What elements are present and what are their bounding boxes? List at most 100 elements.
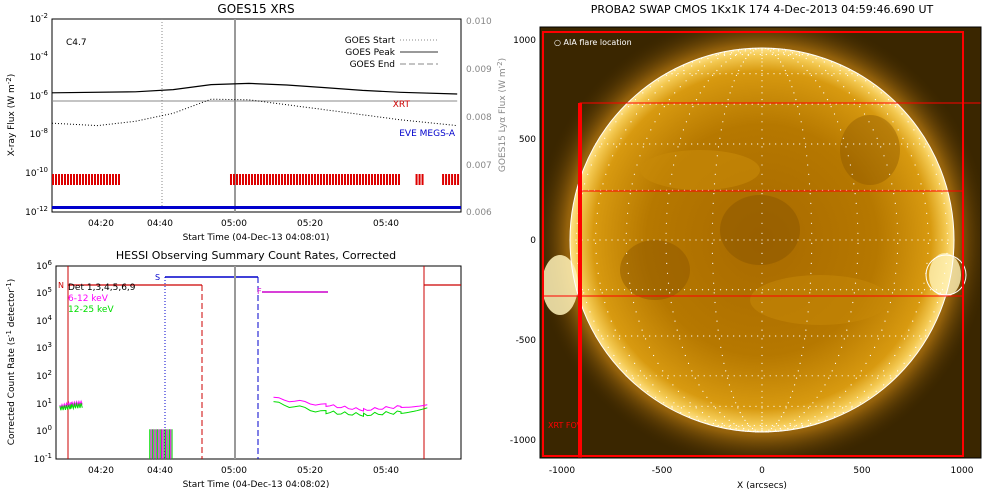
grid-dot xyxy=(635,113,638,115)
grid-dot xyxy=(703,375,705,377)
grid-dot xyxy=(896,222,898,224)
grid-dot xyxy=(715,311,717,313)
grid-dot xyxy=(643,375,645,377)
grid-dot xyxy=(814,416,816,418)
goes-xtick: 05:20 xyxy=(297,219,323,229)
grid-dot xyxy=(839,405,841,407)
hessi-xtick: 05:00 xyxy=(221,466,247,476)
grid-dot xyxy=(792,390,794,392)
grid-dot xyxy=(671,405,673,407)
goes-ytick: 10-12 xyxy=(25,205,48,218)
grid-dot xyxy=(726,377,729,379)
grid-dot xyxy=(894,106,897,108)
grid-dot xyxy=(811,252,813,254)
xrt-coverage-tick xyxy=(271,174,274,185)
grid-dot xyxy=(721,335,723,337)
grid-dot xyxy=(576,242,578,244)
grid-dot xyxy=(907,335,909,337)
grid-dot xyxy=(794,384,796,386)
grid-dot xyxy=(714,173,716,175)
grid-dot xyxy=(874,99,877,101)
grid-dot xyxy=(793,335,795,337)
grid-dot xyxy=(677,405,679,407)
grid-dot xyxy=(683,396,685,398)
grid-dot xyxy=(833,402,835,404)
grid-dot xyxy=(665,74,668,76)
grid-dot xyxy=(838,354,840,357)
grid-dot xyxy=(679,103,681,105)
grid-dot xyxy=(761,183,763,185)
xrt-coverage-tick xyxy=(112,174,114,185)
grid-dot xyxy=(684,354,686,357)
grid-dot xyxy=(830,106,832,108)
grid-dot xyxy=(626,262,628,264)
sun-limb-bright xyxy=(929,253,961,297)
grid-dot xyxy=(608,164,610,166)
grid-dot xyxy=(576,252,578,254)
grid-dot xyxy=(880,146,882,148)
grid-dot xyxy=(599,289,602,291)
grid-dot xyxy=(691,375,693,377)
grid-dot xyxy=(840,129,842,131)
grid-dot xyxy=(797,73,799,75)
grid-dot xyxy=(654,121,656,123)
grid-dot xyxy=(629,193,631,195)
grid-dot xyxy=(837,121,839,123)
grid-dot xyxy=(715,103,717,105)
grid-dot xyxy=(683,239,685,241)
grid-dot xyxy=(685,375,687,377)
grid-dot xyxy=(674,320,676,322)
xrt-coverage-tick xyxy=(244,174,247,185)
grid-dot xyxy=(655,396,657,398)
grid-dot xyxy=(661,103,663,105)
grid-dot xyxy=(773,425,775,427)
goes-y2tick: 0.006 xyxy=(466,208,492,218)
grid-dot xyxy=(730,52,733,54)
grid-dot xyxy=(727,375,729,377)
grid-dot xyxy=(857,232,859,234)
grid-dot xyxy=(725,73,727,75)
grid-dot xyxy=(829,335,831,337)
xrt-coverage-tick xyxy=(415,174,418,185)
grid-dot xyxy=(701,73,703,75)
grid-dot xyxy=(847,375,849,377)
grid-dot xyxy=(691,143,693,145)
grid-dot xyxy=(629,289,632,291)
xrt-coverage-tick xyxy=(385,174,388,185)
grid-dot xyxy=(689,73,691,75)
grid-dot xyxy=(807,419,810,421)
xrt-coverage-tick xyxy=(73,174,75,185)
grid-dot xyxy=(653,289,656,291)
grid-dot xyxy=(761,419,763,421)
grid-dot xyxy=(695,405,697,407)
grid-dot xyxy=(583,292,585,294)
grid-dot xyxy=(673,335,675,337)
grid-dot xyxy=(605,173,607,175)
swap-ytick: 1000 xyxy=(513,36,536,46)
grid-dot xyxy=(876,137,878,139)
grid-dot xyxy=(761,121,763,123)
grid-dot xyxy=(697,143,699,145)
grid-dot xyxy=(827,405,829,407)
grid-dot xyxy=(806,69,808,72)
goes-y2tick: 0.008 xyxy=(466,113,492,123)
grid-dot xyxy=(713,193,715,195)
xrt-coverage-tick xyxy=(445,174,448,185)
grid-dot xyxy=(815,239,817,241)
grid-dot xyxy=(811,335,813,337)
grid-dot xyxy=(743,239,745,241)
grid-dot xyxy=(597,272,599,274)
goes-plot-frame xyxy=(51,18,462,213)
grid-dot xyxy=(761,412,763,414)
grid-dot xyxy=(809,239,811,241)
grid-dot xyxy=(761,282,763,284)
grid-dot xyxy=(818,65,821,67)
grid-dot xyxy=(767,405,769,407)
grid-dot xyxy=(919,335,921,337)
grid-dot xyxy=(642,146,644,148)
grid-dot xyxy=(763,335,765,337)
grid-dot xyxy=(802,65,804,67)
grid-dot xyxy=(923,239,925,241)
goes-y2tick: 0.009 xyxy=(466,65,492,75)
grid-dot xyxy=(761,425,763,427)
